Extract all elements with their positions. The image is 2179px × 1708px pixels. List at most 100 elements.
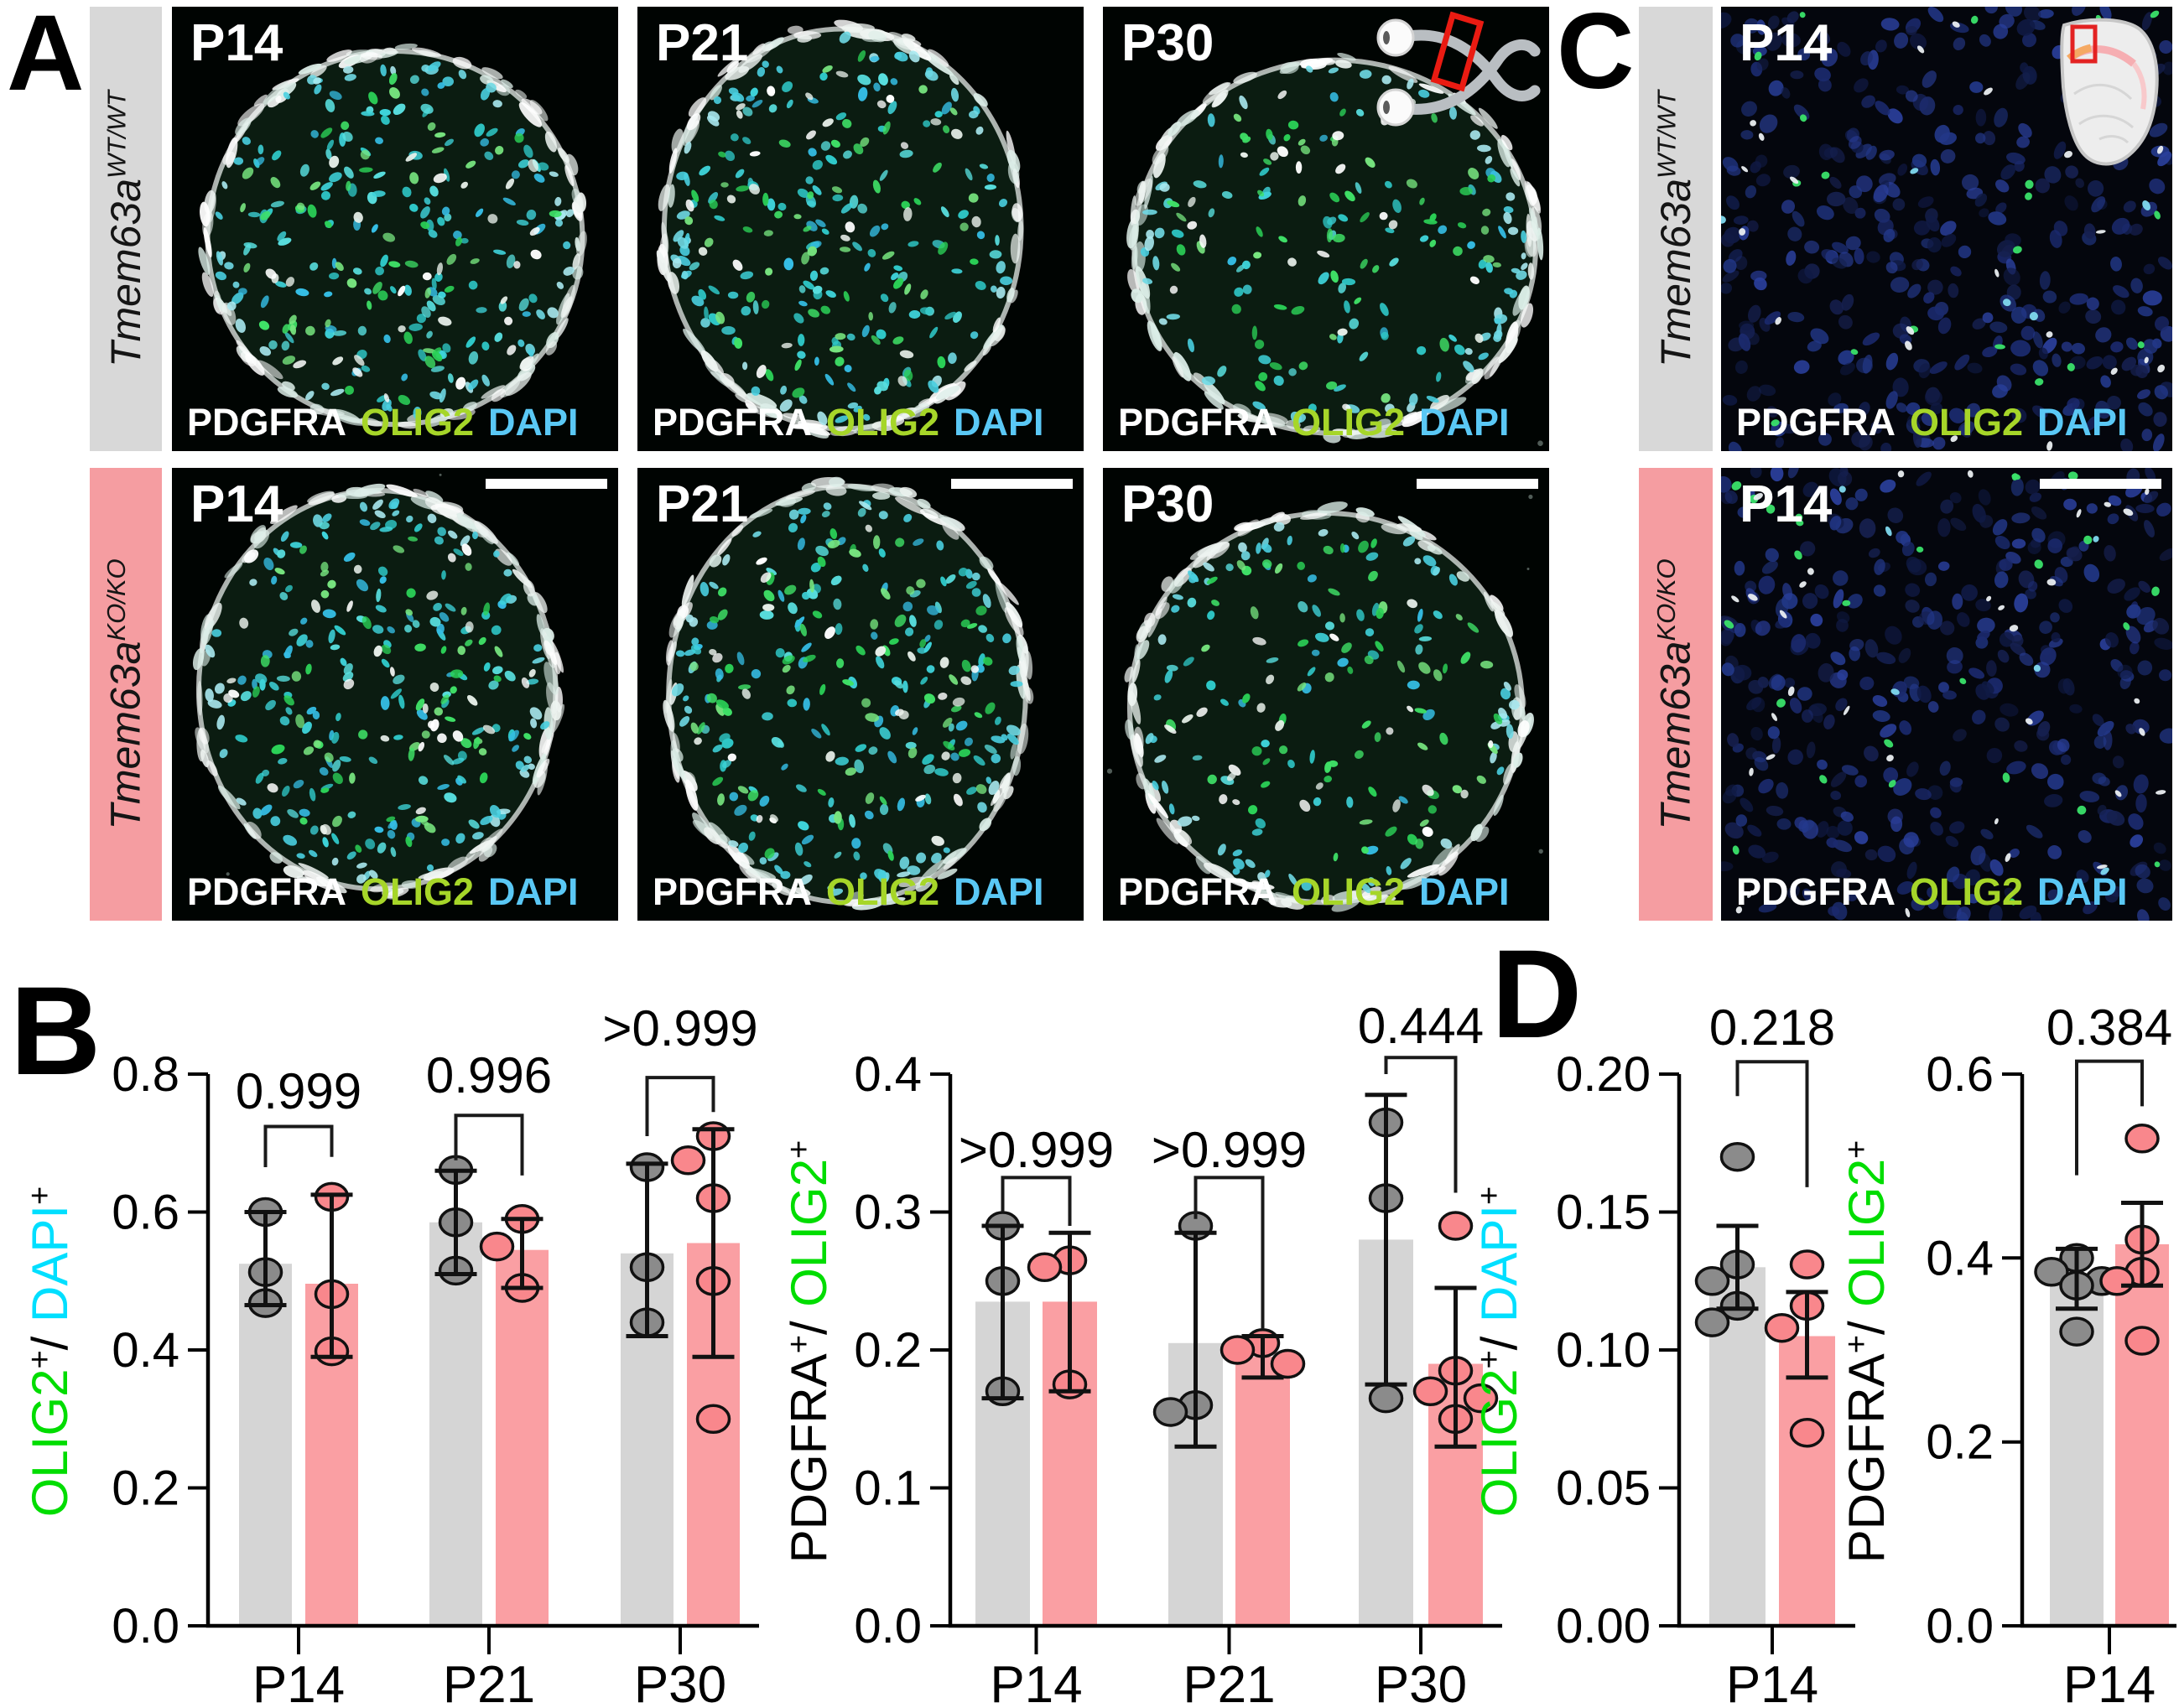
chart-b-left: 0.0 0.2 0.4 0.6 0.8 OLIG2+/ DAPI+ P14 P21 P30 0.9… <box>22 1000 759 1708</box>
timepoint-label: P14 <box>1740 475 1833 533</box>
timepoint-label: P14 <box>1740 14 1833 72</box>
data-point-ko <box>1270 1348 1306 1379</box>
chart-y-axis-label: OLIG2+/ DAPI+ <box>1471 1186 1527 1518</box>
x-category-label: P14 <box>990 1656 1082 1708</box>
marker-dapi: DAPI <box>1419 870 1510 913</box>
spinal-cord-micrograph-image <box>637 468 1084 921</box>
marker-pdgfra: PDGFRA <box>1736 401 1896 444</box>
bar-ko-P14 <box>1779 1336 1835 1626</box>
timepoint-label: P30 <box>1121 475 1214 533</box>
data-point-ko <box>2124 1326 2160 1356</box>
data-point-ko <box>670 1145 706 1176</box>
data-point-ko <box>695 1404 731 1435</box>
y-tick-label: 0.4 <box>854 1047 922 1102</box>
significance-bracket <box>454 1114 524 1176</box>
data-point-ko <box>1764 1312 1800 1343</box>
significance-bracket <box>263 1124 334 1167</box>
y-tick-label: 0.8 <box>112 1047 179 1102</box>
marker-pdgfra: PDGFRA <box>187 870 346 913</box>
genotype-bar-wt-panel-a: Tmem63aWT/WT <box>90 7 162 451</box>
marker-olig2: OLIG2 <box>1292 870 1406 913</box>
marker-dapi: DAPI <box>2037 870 2128 913</box>
y-tick-label: 0.0 <box>112 1599 179 1653</box>
p-value-label: >0.999 <box>1152 1122 1307 1178</box>
micrograph-c-ko-p14: P14 PDGFRA OLIG2 DAPI <box>1721 468 2172 921</box>
marker-dapi: DAPI <box>1419 401 1510 444</box>
significance-bracket <box>2075 1059 2144 1176</box>
data-point-ko <box>2099 1266 2135 1296</box>
p-value-label: >0.999 <box>959 1122 1114 1178</box>
data-point-ko <box>1463 1383 1499 1414</box>
data-point-ko <box>1220 1335 1256 1365</box>
significance-bracket <box>1384 1056 1458 1193</box>
x-category-label: P14 <box>1726 1656 1818 1708</box>
bar-wt-P21 <box>429 1222 482 1626</box>
y-tick-label: 0.20 <box>1556 1047 1651 1102</box>
timepoint-label: P14 <box>190 14 283 72</box>
marker-olig2: OLIG2 <box>1292 401 1406 444</box>
micrograph-a-wt-p30: P30 PDGFRA OLIG2 DAPI <box>1103 7 1549 451</box>
y-tick-label: 0.10 <box>1556 1323 1651 1378</box>
chart-b-right: 0.0 0.1 0.2 0.3 0.4 PDGFRA+/ OLIG2+ P14 P21 P30 >… <box>781 998 1502 1708</box>
spinal-cord-micrograph-image <box>172 468 618 921</box>
p-value-label: 0.996 <box>426 1047 552 1103</box>
scale-bar <box>1417 479 1538 489</box>
marker-pdgfra: PDGFRA <box>653 401 812 444</box>
stain-markers-label: PDGFRA OLIG2 DAPI <box>1736 870 2142 914</box>
significance-bracket <box>1194 1176 1265 1330</box>
cortex-micrograph-image <box>1721 468 2172 921</box>
genotype-bar-ko-panel-a: Tmem63aKO/KO <box>90 468 162 921</box>
x-category-label: P14 <box>252 1656 345 1708</box>
p-value-label: 0.384 <box>2046 999 2172 1056</box>
genotype-bar-ko-panel-c: Tmem63aKO/KO <box>1639 468 1713 921</box>
panel-a-label: A <box>7 0 85 113</box>
stain-markers-label: PDGFRA OLIG2 DAPI <box>1118 401 1524 444</box>
y-tick-label: 0.4 <box>1926 1231 1994 1285</box>
y-tick-label: 0.15 <box>1556 1186 1651 1240</box>
stain-markers-label: PDGFRA OLIG2 DAPI <box>653 401 1058 444</box>
micrograph-a-ko-p21: P21 PDGFRA OLIG2 DAPI <box>637 468 1084 921</box>
marker-pdgfra: PDGFRA <box>1118 870 1277 913</box>
data-point-wt <box>1368 1383 1404 1414</box>
scale-bar <box>486 479 607 489</box>
stain-markers-label: PDGFRA OLIG2 DAPI <box>1118 870 1524 914</box>
chart-d-right: 0.0 0.2 0.4 0.6 PDGFRA+/ OLIG2+ P14 0.384 <box>1838 999 2176 1708</box>
marker-olig2: OLIG2 <box>1910 401 2024 444</box>
marker-olig2: OLIG2 <box>1910 870 2024 913</box>
p-value-label: 0.999 <box>236 1063 361 1119</box>
stain-markers-label: PDGFRA OLIG2 DAPI <box>187 870 593 914</box>
chart-y-axis-label: PDGFRA+/ OLIG2+ <box>781 1140 837 1564</box>
marker-dapi: DAPI <box>488 870 579 913</box>
y-tick-label: 0.00 <box>1556 1599 1651 1653</box>
micrograph-a-ko-p14: P14 PDGFRA OLIG2 DAPI <box>172 468 618 921</box>
chart-y-axis-label: OLIG2+/ DAPI+ <box>22 1186 78 1518</box>
y-tick-label: 0.0 <box>1926 1599 1994 1653</box>
chart-y-axis-label: PDGFRA+/ OLIG2+ <box>1838 1140 1895 1564</box>
timepoint-label: P14 <box>190 475 283 533</box>
data-point-wt <box>2059 1316 2094 1347</box>
stain-markers-label: PDGFRA OLIG2 DAPI <box>187 401 593 444</box>
marker-olig2: OLIG2 <box>826 401 940 444</box>
y-tick-label: 0.6 <box>1926 1047 1994 1102</box>
y-tick-label: 0.0 <box>854 1599 922 1653</box>
scale-bar <box>2040 479 2161 489</box>
p-value-label: 0.444 <box>1358 998 1484 1054</box>
marker-dapi: DAPI <box>954 870 1044 913</box>
y-tick-label: 0.3 <box>854 1186 922 1240</box>
marker-dapi: DAPI <box>2037 401 2128 444</box>
p-value-label: 0.218 <box>1709 999 1835 1056</box>
micrograph-c-wt-p14: P14 PDGFRA OLIG2 DAPI <box>1721 7 2172 451</box>
panel-c-label: C <box>1557 0 1635 112</box>
y-tick-label: 0.4 <box>112 1323 179 1378</box>
data-point-ko <box>1412 1376 1448 1407</box>
x-category-label: P21 <box>443 1656 535 1708</box>
data-point-wt <box>1694 1307 1730 1337</box>
marker-olig2: OLIG2 <box>361 870 475 913</box>
genotype-bar-wt-panel-c: Tmem63aWT/WT <box>1639 7 1713 451</box>
spinal-cord-micrograph-image <box>1103 468 1549 921</box>
data-point-ko <box>1789 1249 1825 1280</box>
data-point-wt <box>2034 1257 2069 1287</box>
data-point-wt <box>1694 1266 1730 1296</box>
bar-ko-P14 <box>2115 1243 2169 1626</box>
